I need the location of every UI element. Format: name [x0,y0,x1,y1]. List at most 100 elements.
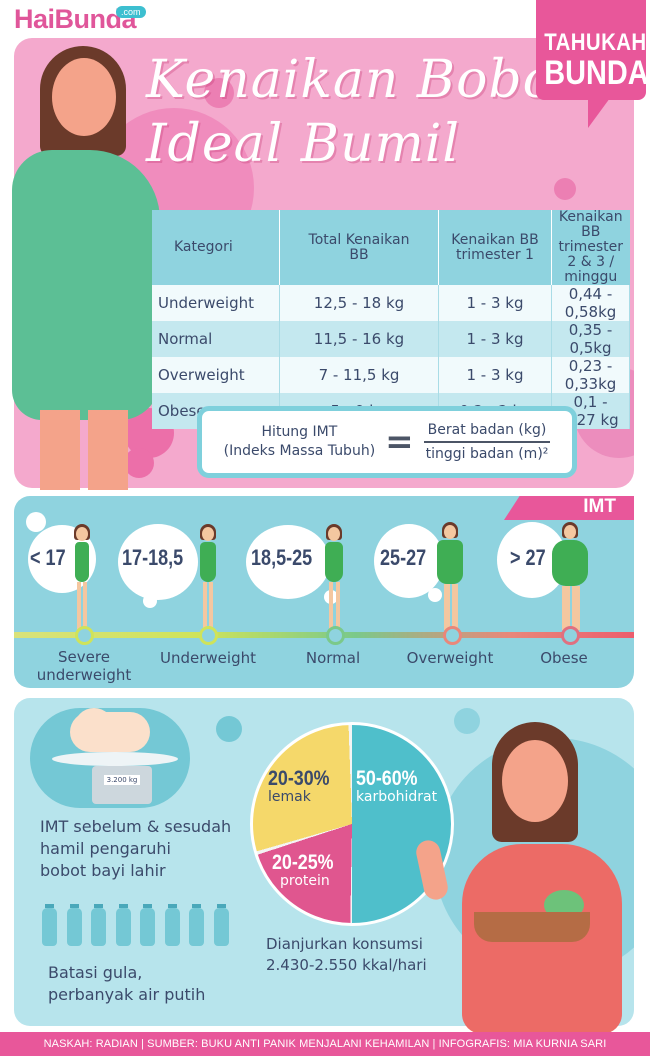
formula-numerator: Berat badan (kg) [423,422,551,443]
bottle-cap [45,904,54,908]
speech-bubble-tail [588,98,610,128]
label-line: underweight [36,666,132,684]
table-header-row: Kategori Total Kenaikan BB Kenaikan BB t… [152,210,630,285]
scale-marker [75,626,94,645]
text-line: perbanyak air putih [48,985,206,1004]
decor-dot [204,78,234,108]
text-line: 2.430-2.550 kkal/hari [266,956,427,974]
water-bottle-icon [67,908,82,946]
table-cell: 12,5 - 18 kg [279,285,439,321]
table-cell: 11,5 - 16 kg [279,321,439,357]
water-bottle-icon [189,908,204,946]
bottle-cap [119,904,128,908]
pie-category: karbohidrat [356,789,438,805]
table-cell: 0,35 - 0,5kg [551,321,630,357]
vegetable-basket [474,912,590,942]
cloud-bubble [246,525,330,599]
cloud-bubble [143,594,157,608]
table-row: Overweight 7 - 11,5 kg 1 - 3 kg 0,23 - 0… [152,357,630,393]
table-row: Normal 11,5 - 16 kg 1 - 3 kg 0,35 - 0,5k… [152,321,630,357]
title-line-2: Ideal Bumil [146,114,461,174]
text-line: Dianjurkan konsumsi [266,935,423,953]
water-bottle-icon [140,908,155,946]
scale-marker [561,626,580,645]
formula-denominator: tinggi badan (m)² [425,446,549,462]
decor-dot [124,448,154,478]
page-title: Kenaikan Bobot Ideal Bumil [146,48,577,176]
weight-gain-table: Kategori Total Kenaikan BB Kenaikan BB t… [152,210,630,429]
imt-range: 18,5-25 [251,545,313,570]
badge-line-1: TAHUKAH [544,29,647,56]
logo-com-bubble: .com [116,6,146,18]
baby-scale-base [92,766,152,804]
nutrition-pie-chart [250,722,454,926]
water-bottle-icon [165,908,180,946]
credits-footer: NASKAH: RADIAN | SUMBER: BUKU ANTI PANIK… [0,1032,650,1056]
bottle-cap [143,904,152,908]
woman-leg [40,410,80,490]
bottle-cap [192,904,201,908]
formula-label: Hitung IMT (Indeks Massa Tubuh) [224,423,375,461]
pie-percent: 50-60% [356,767,418,790]
pie-percent: 20-25% [272,851,334,874]
column-header: Kenaikan BB trimester 1 [438,210,552,285]
title-line-1: Kenaikan Bobot [146,50,577,110]
text-line: bobot bayi lahir [40,861,166,880]
table-cell: Overweight [152,357,280,393]
woman-face [502,740,568,822]
bottle-cap [217,904,226,908]
formula-fraction: Berat badan (kg) tinggi badan (m)² [423,422,551,462]
woman-leg [88,410,128,490]
pie-label-karbohidrat: 50-60% karbohidrat [356,768,437,805]
label-line: Severe [58,648,110,666]
water-bottle-icon [214,908,229,946]
imt-category-label: Severe underweight [24,648,144,684]
imt-gradient-scale [14,632,634,638]
cloud-bubble [118,524,198,600]
scale-marker [443,626,462,645]
scale-marker [199,626,218,645]
pie-percent: 20-30% [268,767,330,790]
table-cell: 0,44 - 0,58kg [551,285,630,321]
bottle-cap [94,904,103,908]
decor-dot [216,716,242,742]
baby-head [74,708,114,748]
table-cell: 0,23 - 0,33kg [551,357,630,393]
imt-range: 25-27 [380,545,427,570]
water-bottle-icon [42,908,57,946]
pie-label-lemak: 20-30% lemak [268,768,340,805]
table-cell: 1 - 3 kg [438,357,552,393]
scale-reading: 3.200 kg [104,775,140,785]
column-header: Total Kenaikan BB [279,210,439,285]
imt-category-label: Underweight [160,649,256,667]
decor-dot [454,708,480,734]
text-line: IMT sebelum & sesudah [40,817,232,836]
woman-face [52,58,116,136]
baby-weight-text: IMT sebelum & sesudah hamil pengaruhi bo… [40,816,231,882]
column-header: Kategori [152,210,280,285]
badge-line-2: BUNDA [544,54,649,92]
equals-sign: = [385,422,414,462]
column-header: Kenaikan BB trimester 2 & 3 / minggu [551,210,630,285]
decor-dot [554,178,576,200]
scale-marker [326,626,345,645]
imt-tag: IMT [504,496,634,520]
imt-range: > 27 [510,545,546,570]
imt-category-label: Normal [305,649,361,667]
pie-label-protein: 20-25% protein [272,852,344,889]
imt-category-label: Obese [540,649,588,667]
text-line: hamil pengaruhi [40,839,171,858]
formula-label-line-2: (Indeks Massa Tubuh) [223,443,376,459]
table-row: Underweight 12,5 - 18 kg 1 - 3 kg 0,44 -… [152,285,630,321]
table-cell: Normal [152,321,280,357]
baby-scale-plate [52,752,178,766]
water-bottle-icon [91,908,106,946]
bottle-cap [70,904,79,908]
imt-category-label: Overweight [406,649,494,667]
table-cell: 7 - 11,5 kg [279,357,439,393]
woman-green-dress [12,150,160,420]
tahukah-bunda-badge: TAHUKAH BUNDA [536,0,649,100]
imt-formula-box: Hitung IMT (Indeks Massa Tubuh) = Berat … [197,406,577,478]
table-cell: 1 - 3 kg [438,285,552,321]
table-cell: 1 - 3 kg [438,321,552,357]
